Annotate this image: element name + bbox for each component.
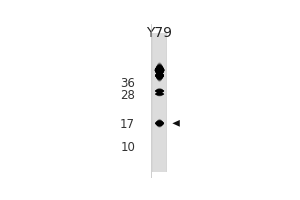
Ellipse shape <box>155 65 164 76</box>
Ellipse shape <box>156 120 163 127</box>
Ellipse shape <box>156 88 163 94</box>
Ellipse shape <box>155 67 164 74</box>
Ellipse shape <box>156 70 163 81</box>
Ellipse shape <box>156 71 164 80</box>
Ellipse shape <box>156 92 164 96</box>
Ellipse shape <box>156 120 163 127</box>
Ellipse shape <box>156 64 164 76</box>
Ellipse shape <box>156 92 163 96</box>
Ellipse shape <box>155 121 164 126</box>
Ellipse shape <box>155 90 164 92</box>
Ellipse shape <box>155 121 164 126</box>
Ellipse shape <box>155 65 164 75</box>
Ellipse shape <box>156 92 163 96</box>
Ellipse shape <box>156 70 163 81</box>
Ellipse shape <box>155 73 164 78</box>
Text: 17: 17 <box>120 118 135 131</box>
Ellipse shape <box>156 62 163 78</box>
Ellipse shape <box>156 88 163 94</box>
Ellipse shape <box>155 89 164 93</box>
Ellipse shape <box>155 66 164 75</box>
Bar <box>152 33 167 172</box>
Ellipse shape <box>156 64 164 77</box>
Ellipse shape <box>156 70 163 82</box>
Ellipse shape <box>156 92 164 96</box>
Ellipse shape <box>155 89 164 93</box>
Ellipse shape <box>155 93 164 95</box>
Ellipse shape <box>156 121 164 126</box>
Ellipse shape <box>155 90 164 92</box>
Ellipse shape <box>156 89 164 93</box>
Ellipse shape <box>157 69 163 82</box>
Ellipse shape <box>156 89 164 93</box>
Ellipse shape <box>156 63 163 78</box>
Text: 28: 28 <box>120 89 135 102</box>
Text: 10: 10 <box>120 141 135 154</box>
Ellipse shape <box>156 71 163 80</box>
Bar <box>153 33 166 172</box>
Ellipse shape <box>156 92 163 96</box>
Ellipse shape <box>156 120 163 127</box>
Ellipse shape <box>155 90 164 92</box>
Ellipse shape <box>156 64 164 76</box>
Ellipse shape <box>155 93 164 95</box>
Ellipse shape <box>156 71 163 81</box>
Ellipse shape <box>156 119 163 127</box>
Ellipse shape <box>156 72 164 80</box>
Ellipse shape <box>156 72 164 79</box>
Ellipse shape <box>155 92 164 96</box>
Ellipse shape <box>156 120 163 126</box>
Ellipse shape <box>155 67 164 73</box>
Text: Y79: Y79 <box>147 26 172 40</box>
Ellipse shape <box>156 120 164 126</box>
Ellipse shape <box>155 121 164 125</box>
Ellipse shape <box>156 88 163 94</box>
Ellipse shape <box>155 93 164 95</box>
Ellipse shape <box>155 67 164 74</box>
Ellipse shape <box>156 119 163 127</box>
Ellipse shape <box>155 66 164 74</box>
Ellipse shape <box>156 89 164 93</box>
Ellipse shape <box>155 73 164 79</box>
Polygon shape <box>172 120 180 127</box>
Ellipse shape <box>155 93 164 95</box>
Ellipse shape <box>155 66 164 75</box>
Ellipse shape <box>156 89 163 93</box>
Ellipse shape <box>155 93 164 96</box>
Ellipse shape <box>156 92 163 96</box>
Ellipse shape <box>156 70 163 81</box>
Ellipse shape <box>155 72 164 79</box>
Ellipse shape <box>157 119 163 128</box>
Ellipse shape <box>156 71 163 80</box>
Ellipse shape <box>156 63 163 77</box>
Ellipse shape <box>155 65 164 75</box>
Ellipse shape <box>155 121 164 125</box>
Ellipse shape <box>155 89 164 93</box>
Ellipse shape <box>156 120 163 127</box>
Ellipse shape <box>155 93 164 95</box>
Ellipse shape <box>156 63 163 77</box>
Ellipse shape <box>156 88 163 94</box>
Ellipse shape <box>156 63 163 78</box>
Ellipse shape <box>156 121 164 126</box>
Text: 36: 36 <box>120 77 135 90</box>
Ellipse shape <box>155 89 164 93</box>
Ellipse shape <box>156 92 164 96</box>
Ellipse shape <box>155 73 164 78</box>
Ellipse shape <box>155 122 164 125</box>
Ellipse shape <box>155 72 164 79</box>
